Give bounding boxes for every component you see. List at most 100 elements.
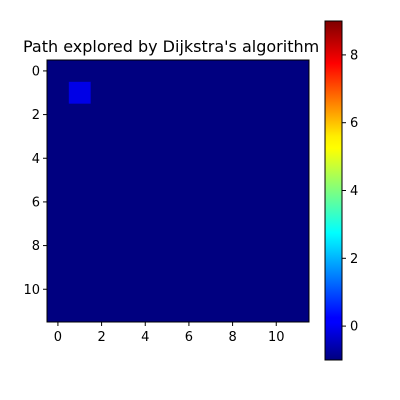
heatmap-cell: [68, 60, 92, 83]
heatmap-cell: [178, 125, 201, 148]
x-axis: 0 2 4 6 8 10: [54, 322, 285, 345]
heatmap-cell: [199, 147, 223, 170]
heatmap-cell: [112, 212, 135, 236]
heatmap-cell: [287, 191, 309, 214]
heatmap-cell: [47, 169, 70, 192]
heatmap-cell: [112, 169, 135, 192]
heatmap-cell: [287, 147, 309, 170]
heatmap-cell: [265, 191, 288, 214]
heatmap-cell: [134, 169, 157, 192]
heatmap-cell: [265, 103, 288, 126]
heatmap-cell: [287, 300, 309, 322]
heatmap-cell: [199, 125, 223, 148]
heatmap-cell: [156, 212, 179, 236]
heatmap-cell: [47, 125, 70, 148]
heatmap-cell: [90, 191, 113, 214]
heatmap-cell: [265, 234, 288, 257]
heatmap-cell: [47, 60, 70, 83]
heatmap-cell: [221, 191, 244, 214]
heatmap-cell: [112, 256, 135, 279]
heatmap-cell: [221, 125, 244, 148]
chart-title: Path explored by Dijkstra's algorithm: [23, 37, 319, 56]
heatmap-cell: [112, 234, 135, 257]
heatmap-cell: [68, 278, 92, 301]
heatmap-cell: [134, 60, 157, 83]
heatmap-cell: [68, 125, 92, 148]
colorbar-tick-label: 8: [350, 48, 358, 63]
heatmap-cell: [178, 81, 201, 105]
heatmap-cell: [178, 147, 201, 170]
heatmap-cell: [221, 81, 244, 105]
y-tick-label: 8: [32, 239, 40, 254]
heatmap-cell: [199, 169, 223, 192]
heatmap-cell: [112, 278, 135, 301]
heatmap-cell: [265, 212, 288, 236]
heatmap-cell: [134, 191, 157, 214]
heatmap-cell: [178, 256, 201, 279]
heatmap-cell: [265, 300, 288, 322]
heatmap-cell: [265, 147, 288, 170]
heatmap-cell: [265, 278, 288, 301]
heatmap-cell: [134, 256, 157, 279]
heatmap-cell: [199, 191, 223, 214]
heatmap-cell: [265, 60, 288, 83]
heatmap-cell: [90, 147, 113, 170]
heatmap-cell: [134, 103, 157, 126]
heatmap-cell: [112, 147, 135, 170]
heatmap-cell: [156, 169, 179, 192]
heatmap-cell: [156, 300, 179, 322]
heatmap-cell: [221, 256, 244, 279]
heatmap-cell: [178, 169, 201, 192]
heatmap-cell: [134, 300, 157, 322]
heatmap-cell: [112, 125, 135, 148]
heatmap-cell: [243, 60, 266, 83]
heatmap-cell: [90, 212, 113, 236]
heatmap-cell: [47, 256, 70, 279]
y-axis: 0 2 4 6 8 10: [23, 64, 47, 298]
heatmap-cell: [243, 125, 266, 148]
x-tick-label: 0: [54, 330, 62, 345]
heatmap-cell: [134, 278, 157, 301]
y-tick-label: 2: [32, 108, 40, 123]
heatmap-cell: [243, 147, 266, 170]
heatmap-cell: [221, 169, 244, 192]
heatmap-cell: [134, 81, 157, 105]
y-tick-label: 4: [32, 152, 40, 167]
heatmap-cell: [112, 60, 135, 83]
heatmap-cell: [199, 300, 223, 322]
heatmap-cell: [156, 125, 179, 148]
heatmap-cell: [90, 278, 113, 301]
plot-frame: [46, 59, 310, 323]
heatmap-cell: [156, 256, 179, 279]
colorbar-tick-label: 2: [350, 252, 358, 267]
heatmap-cell: [265, 256, 288, 279]
heatmap-cell: [221, 103, 244, 126]
heatmap-cell: [90, 125, 113, 148]
heatmap-cell: [47, 300, 70, 322]
colorbar: [324, 20, 343, 361]
heatmap-cell: [199, 278, 223, 301]
heatmap-cell: [68, 169, 92, 192]
heatmap-cell: [287, 278, 309, 301]
heatmap-cell: [47, 278, 70, 301]
heatmap-cell: [178, 234, 201, 257]
heatmap-cell: [178, 300, 201, 322]
heatmap-cell: [221, 278, 244, 301]
heatmap-cell: [68, 147, 92, 170]
heatmap-cell: [243, 169, 266, 192]
heatmap-cell: [68, 191, 92, 214]
x-tick-label: 8: [228, 330, 236, 345]
heatmap-cell: [47, 147, 70, 170]
heatmap-cell: [112, 191, 135, 214]
heatmap-cell: [178, 60, 201, 83]
heatmap-cell: [243, 191, 266, 214]
heatmap-cell: [178, 191, 201, 214]
heatmap-cell: [243, 256, 266, 279]
heatmap-cell: [68, 234, 92, 257]
heatmap-cell: [112, 300, 135, 322]
heatmap-cell: [243, 103, 266, 126]
heatmap-cell: [134, 212, 157, 236]
heatmap-cell: [199, 212, 223, 236]
heatmap-cell: [221, 234, 244, 257]
heatmap-cell: [243, 81, 266, 105]
